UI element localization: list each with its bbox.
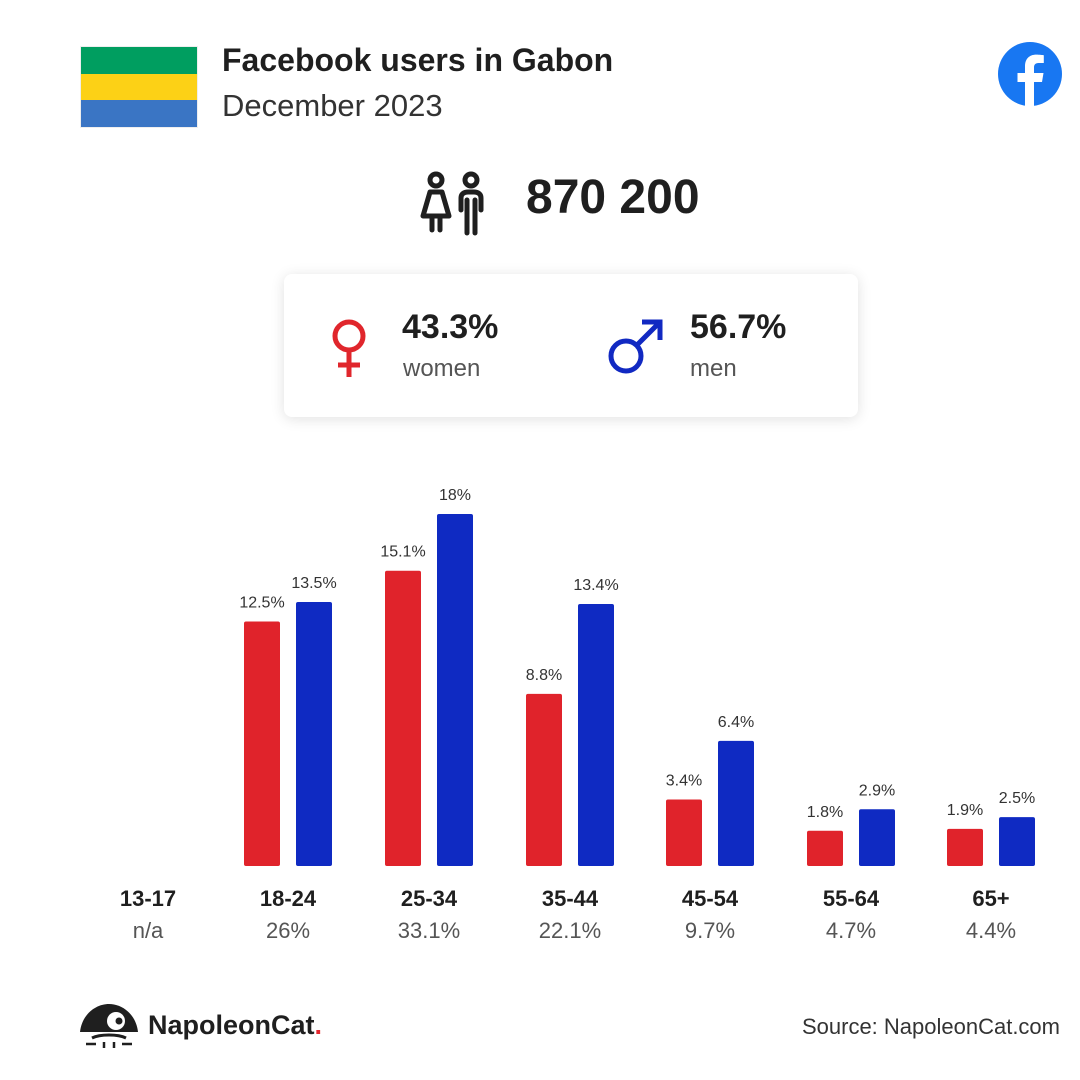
men-bar-55-64 <box>859 809 895 866</box>
women-percent: 43.3% <box>402 308 499 346</box>
age-gender-bar-chart: 13-17 n/a 12.5% 13.5% 18-24 26% 15.1% 18% 25-34 3… <box>120 487 1035 943</box>
women-value-label: 1.8% <box>807 804 843 821</box>
total-users: 870 200 <box>526 171 700 224</box>
age-category-label: 45-54 <box>682 886 739 911</box>
age-category-label: 55-64 <box>823 886 880 911</box>
men-label: men <box>690 355 737 382</box>
men-value-label: 18% <box>439 487 471 504</box>
page-subtitle: December 2023 <box>222 88 443 123</box>
women-bar-25-34 <box>385 570 421 866</box>
age-category-total: 4.7% <box>826 918 876 943</box>
women-value-label: 1.9% <box>947 802 983 819</box>
napoleoncat-logo <box>80 1004 138 1048</box>
men-bar-25-34 <box>437 514 473 866</box>
age-category-label: 13-17 <box>120 886 176 911</box>
men-value-label: 2.9% <box>859 782 895 799</box>
men-value-label: 13.5% <box>291 575 336 592</box>
age-category-total: 9.7% <box>685 918 735 943</box>
age-category-total: 33.1% <box>398 918 460 943</box>
source-credit: Source: NapoleonCat.com <box>801 1014 1060 1039</box>
women-value-label: 15.1% <box>380 544 425 561</box>
men-value-label: 6.4% <box>718 714 754 731</box>
women-bar-18-24 <box>244 621 280 866</box>
people-icon <box>420 171 484 236</box>
women-value-label: 12.5% <box>239 595 284 612</box>
brand-name: NapoleonCat. <box>148 1010 322 1041</box>
age-category-label: 25-34 <box>401 886 458 911</box>
gender-card: 43.3% women 56.7% men <box>284 274 858 417</box>
women-bar-65+ <box>947 828 983 866</box>
women-bar-35-44 <box>526 693 562 866</box>
men-bar-18-24 <box>296 602 332 866</box>
age-category-total: 22.1% <box>539 918 601 943</box>
flag-stripe-green <box>81 47 197 74</box>
flag-stripe-blue <box>81 100 197 127</box>
men-bar-65+ <box>999 817 1035 866</box>
age-category-total: n/a <box>133 918 164 943</box>
age-category-total: 26% <box>266 918 310 943</box>
women-bar-55-64 <box>807 830 843 866</box>
brand-text: NapoleonCat <box>148 1010 315 1040</box>
male-symbol-icon <box>608 319 663 374</box>
facebook-icon[interactable] <box>998 42 1062 106</box>
page-title: Facebook users in Gabon <box>222 42 614 78</box>
men-value-label: 2.5% <box>999 790 1035 807</box>
age-category-label: 35-44 <box>542 886 599 911</box>
age-category-total: 4.4% <box>966 918 1016 943</box>
men-bar-45-54 <box>718 740 754 866</box>
age-category-label: 18-24 <box>260 886 317 911</box>
brand-dot: . <box>314 1010 323 1040</box>
men-bar-35-44 <box>578 603 614 866</box>
age-category-label: 65+ <box>972 886 1009 911</box>
women-value-label: 3.4% <box>666 773 702 790</box>
men-value-label: 13.4% <box>573 577 618 594</box>
men-percent: 56.7% <box>690 308 787 346</box>
women-bar-45-54 <box>666 799 702 866</box>
women-label: women <box>403 355 481 382</box>
female-symbol-icon <box>332 319 366 377</box>
flag-stripe-yellow <box>81 73 197 101</box>
gabon-flag <box>80 46 198 128</box>
women-value-label: 8.8% <box>526 667 562 684</box>
